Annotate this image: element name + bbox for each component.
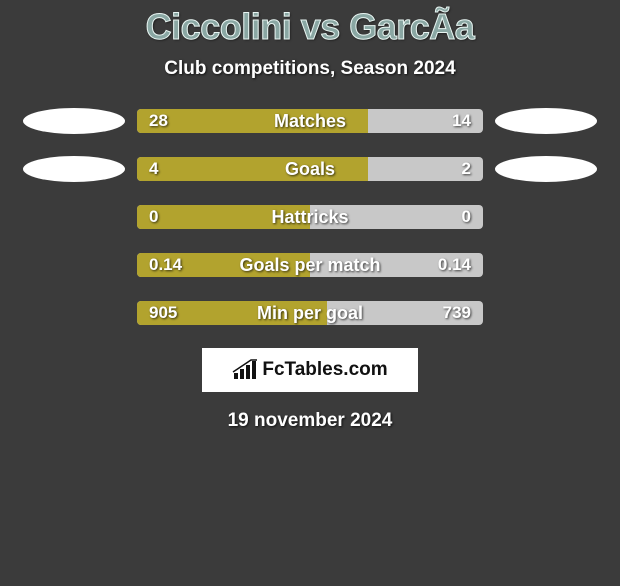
stat-bar: 905Min per goal739 bbox=[137, 301, 483, 325]
player-right-ellipse bbox=[495, 108, 597, 134]
stat-row: 4Goals2 bbox=[0, 156, 620, 182]
stat-bar: 28Matches14 bbox=[137, 109, 483, 133]
subtitle: Club competitions, Season 2024 bbox=[0, 58, 620, 80]
player-right-ellipse bbox=[495, 156, 597, 182]
page-title: Ciccolini vs GarcÃa bbox=[0, 6, 620, 48]
player-left-ellipse bbox=[23, 156, 125, 182]
bar-chart-icon bbox=[232, 359, 258, 381]
stat-row: 0.14Goals per match0.14 bbox=[0, 252, 620, 278]
stat-bar-left-fill bbox=[137, 109, 368, 133]
brand-text: FcTables.com bbox=[262, 359, 387, 381]
date-text: 19 november 2024 bbox=[0, 410, 620, 432]
stat-value-right: 0 bbox=[462, 205, 471, 229]
stats-container: 28Matches14 4Goals2 0Hattricks0 0.14Goals p… bbox=[0, 108, 620, 326]
stat-value-right: 0.14 bbox=[438, 253, 471, 277]
stat-bar-left-fill bbox=[137, 157, 368, 181]
player-left-ellipse bbox=[23, 108, 125, 134]
brand-box: FcTables.com bbox=[202, 348, 418, 392]
stat-row: 28Matches14 bbox=[0, 108, 620, 134]
stat-bar: 0Hattricks0 bbox=[137, 205, 483, 229]
stat-bar: 4Goals2 bbox=[137, 157, 483, 181]
stat-bar-left-fill bbox=[137, 253, 310, 277]
stat-row: 905Min per goal739 bbox=[0, 300, 620, 326]
stat-value-right: 14 bbox=[452, 109, 471, 133]
stat-bar-left-fill bbox=[137, 301, 327, 325]
stat-bar-left-fill bbox=[137, 205, 310, 229]
stat-row: 0Hattricks0 bbox=[0, 204, 620, 230]
stat-bar: 0.14Goals per match0.14 bbox=[137, 253, 483, 277]
stat-value-right: 739 bbox=[443, 301, 471, 325]
stat-value-right: 2 bbox=[462, 157, 471, 181]
